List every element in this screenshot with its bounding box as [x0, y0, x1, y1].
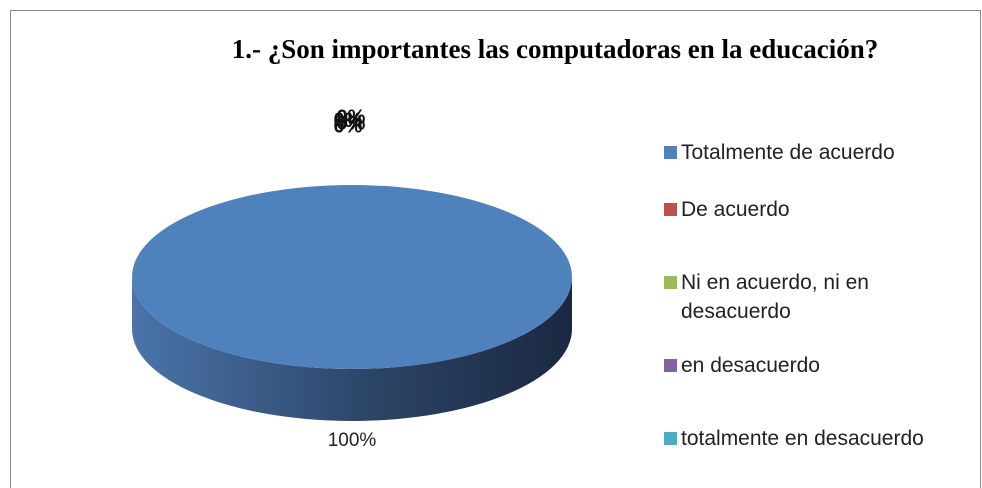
data-label: 100% [328, 430, 377, 451]
data-label: 0% [334, 115, 363, 137]
legend-label: en desacuerdo [681, 354, 820, 377]
legend-item: en desacuerdo [664, 353, 971, 380]
data-label: 0% [334, 109, 363, 131]
legend-label: totalmente en desacuerdo [681, 427, 924, 450]
legend-item: De acuerdo [664, 197, 971, 224]
legend-swatch [664, 276, 677, 289]
legend-label: Totalmente de acuerdo [681, 141, 895, 164]
data-label: 0% [337, 112, 366, 134]
legend-item: Ni en acuerdo, ni en desacuerdo [664, 270, 971, 326]
pie-slice [132, 185, 572, 369]
legend-item: Totalmente de acuerdo [664, 140, 971, 167]
legend-label: De acuerdo [681, 198, 790, 221]
chart-title: 1.- ¿Son importantes las computadoras en… [232, 34, 879, 64]
legend-swatch [664, 359, 677, 372]
pie-side [132, 277, 572, 421]
legend-swatch [664, 203, 677, 216]
legend-swatch [664, 432, 677, 445]
legend-item: totalmente en desacuerdo [664, 426, 971, 453]
legend-swatch [664, 146, 677, 159]
legend-label: Ni en acuerdo, ni en desacuerdo [681, 271, 869, 323]
data-label: 0% [337, 106, 366, 128]
